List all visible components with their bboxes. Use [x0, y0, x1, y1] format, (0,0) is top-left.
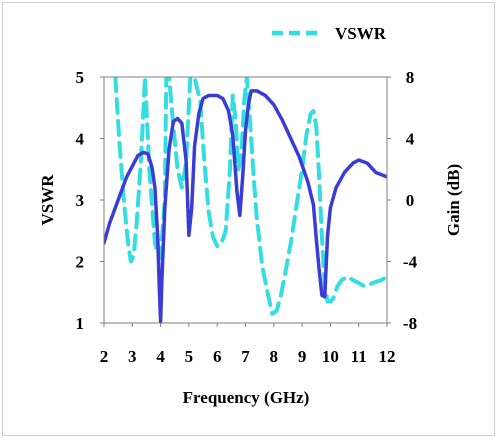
x-tick-label: 3	[128, 347, 137, 366]
y-tick-label-right: 0	[406, 191, 415, 210]
x-tick-label: 5	[185, 347, 194, 366]
y-tick-label-right: -4	[403, 253, 418, 272]
y-axis-title-left: VSWR	[38, 174, 57, 226]
x-tick-label: 6	[213, 347, 222, 366]
x-tick-label: 2	[100, 347, 109, 366]
x-tick-label: 11	[351, 347, 367, 366]
x-tick-label: 7	[241, 347, 250, 366]
x-tick-label: 4	[156, 347, 165, 366]
x-tick-label: 12	[379, 347, 396, 366]
series-line-vswr	[113, 77, 387, 316]
y-tick-label-left: 5	[76, 68, 85, 87]
x-tick-label: 8	[270, 347, 279, 366]
legend-label-vswr: VSWR	[335, 24, 387, 43]
x-axis-title: Frequency (GHz)	[183, 388, 310, 407]
series-layer	[104, 77, 387, 323]
y-tick-label-left: 4	[76, 130, 85, 149]
y-tick-label-right: 4	[406, 130, 415, 149]
y-tick-label-right: -8	[403, 314, 417, 333]
y-axis-title-right: Gain (dB)	[444, 164, 463, 236]
axes-layer	[100, 76, 391, 327]
y-tick-label-left: 1	[76, 314, 85, 333]
x-tick-label: 9	[298, 347, 307, 366]
y-tick-label-left: 2	[76, 253, 85, 272]
legend: VSWR	[272, 24, 387, 43]
y-tick-label-left: 3	[76, 191, 85, 210]
series-line-gain	[104, 89, 387, 323]
x-tick-label: 10	[322, 347, 339, 366]
y-tick-label-right: 8	[406, 68, 415, 87]
